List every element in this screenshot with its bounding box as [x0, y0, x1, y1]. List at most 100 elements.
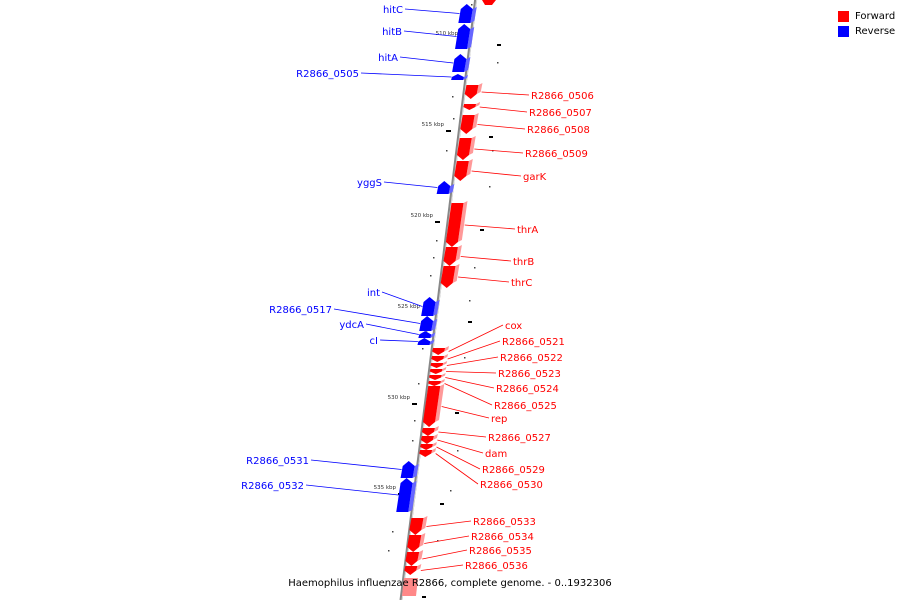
- gene-label[interactable]: hitB: [382, 27, 402, 38]
- gene-leader-line: [477, 124, 526, 130]
- reverse-swatch: [838, 26, 849, 37]
- gene-cox[interactable]: [432, 346, 450, 355]
- gene-R2866_0524[interactable]: [429, 373, 446, 380]
- gene-label[interactable]: hitC: [383, 5, 403, 16]
- gene-rep[interactable]: [423, 384, 445, 427]
- gene-R2866_0536[interactable]: [404, 564, 422, 575]
- gene-label[interactable]: R2866_0524: [496, 384, 559, 395]
- gene-label[interactable]: R2866_0531: [246, 456, 309, 467]
- gene-label[interactable]: int: [367, 288, 380, 299]
- gene-R2866_0523[interactable]: [429, 367, 447, 374]
- gene-label[interactable]: R2866_0533: [473, 517, 536, 528]
- gene-R2866_0521[interactable]: [431, 354, 449, 362]
- minor-tick: [469, 300, 471, 302]
- gene-label[interactable]: R2866_0529: [482, 465, 545, 476]
- gene-glyph: [454, 161, 469, 181]
- gene-label[interactable]: cox: [505, 321, 522, 332]
- gene-R2866_0505[interactable]: [451, 74, 468, 80]
- gene-label[interactable]: R2866_0509: [525, 149, 588, 160]
- gene-shade: [417, 550, 424, 561]
- gene-R2866_0534[interactable]: [407, 533, 426, 552]
- gene-R2866_0508[interactable]: [460, 113, 479, 134]
- gene-R2866_0527[interactable]: [421, 426, 439, 436]
- gene-label[interactable]: R2866_0534: [471, 532, 534, 543]
- gene-ydcA[interactable]: [418, 331, 436, 338]
- gene-R2866_0509[interactable]: [456, 136, 476, 160]
- gene-R2866_0530[interactable]: [419, 448, 437, 457]
- gene-R2866_0507[interactable]: [463, 102, 481, 110]
- gene-label[interactable]: hitA: [378, 53, 398, 64]
- gene-dam[interactable]: [420, 434, 438, 444]
- gene-label[interactable]: R2866_0522: [500, 353, 563, 364]
- gene-label[interactable]: R2866_0507: [529, 108, 592, 119]
- gene-R2866_0522[interactable]: [430, 361, 448, 368]
- gene-label[interactable]: R2866_0517: [269, 305, 332, 316]
- gene-leader-line: [426, 520, 472, 527]
- gene-thrC[interactable]: [440, 264, 460, 288]
- gene-shade: [455, 245, 462, 261]
- gene-label[interactable]: R2866_0536: [465, 561, 528, 572]
- gene-label[interactable]: thrC: [511, 278, 532, 289]
- minor-tick: [430, 275, 432, 277]
- gene-glyph: [407, 535, 422, 552]
- gene-glyph: [460, 115, 475, 134]
- gene-R2866_0506[interactable]: [464, 83, 483, 99]
- gene-label[interactable]: dam: [485, 449, 507, 460]
- gene-hitB[interactable]: [455, 24, 475, 49]
- gene-label[interactable]: garK: [523, 172, 547, 183]
- gene-thrB[interactable]: [443, 245, 462, 266]
- minor-tick: [433, 257, 435, 259]
- minor-tick: [453, 118, 455, 120]
- gene-leader-line: [444, 383, 493, 406]
- gene-glyph: [421, 297, 436, 316]
- gene-hitC[interactable]: [458, 4, 477, 23]
- gene-int[interactable]: [421, 297, 440, 316]
- gene-label[interactable]: R2866_0508: [527, 125, 590, 136]
- gene-leader-line: [471, 170, 522, 177]
- gene-R2866_0535[interactable]: [405, 550, 424, 566]
- gene-label[interactable]: R2866_0521: [502, 337, 565, 348]
- gene-label[interactable]: rep: [491, 414, 507, 425]
- gene-leader-line: [436, 446, 481, 470]
- gene-glyph: [417, 338, 431, 345]
- gene-glyph: [419, 316, 434, 331]
- gene-R2866_0517[interactable]: [419, 316, 438, 331]
- gene-R2866_0529[interactable]: [420, 442, 437, 450]
- gene-leader-line: [447, 340, 501, 360]
- gene-hitA[interactable]: [452, 54, 471, 72]
- gene-glyph: [445, 203, 464, 247]
- minor-tick: [450, 490, 452, 492]
- gene-R2866_0525[interactable]: [428, 379, 445, 386]
- gene-label[interactable]: R2866_0523: [498, 369, 561, 380]
- gene-label[interactable]: thrB: [513, 257, 534, 268]
- gene-label[interactable]: R2866_0527: [488, 433, 551, 444]
- tick-label: 525 kbp: [398, 304, 421, 310]
- gene-label[interactable]: R2866_0525: [494, 401, 557, 412]
- gene-shade: [457, 201, 468, 242]
- gene-glyph: [431, 356, 445, 362]
- gene-label[interactable]: ydcA: [339, 320, 364, 331]
- gene-label[interactable]: R2866_0532: [241, 481, 304, 492]
- gene-leader-line: [435, 453, 479, 485]
- gene-R2866_0531[interactable]: [400, 461, 419, 478]
- gene-thrA[interactable]: [445, 201, 468, 247]
- gene-label[interactable]: yggS: [357, 178, 382, 189]
- gene-label[interactable]: R2866_0506: [531, 91, 594, 102]
- gene-garK[interactable]: [454, 159, 473, 181]
- gene-label[interactable]: R2866_0505: [296, 69, 359, 80]
- gene-glyph: [419, 450, 433, 457]
- tick-label: 520 kbp: [411, 213, 434, 219]
- major-tick: [446, 130, 451, 132]
- legend-forward-label: Forward: [855, 11, 896, 22]
- gene-shade: [470, 7, 477, 23]
- gene-R2866_0533[interactable]: [409, 516, 428, 535]
- gene-label[interactable]: thrA: [517, 225, 538, 236]
- gene-label[interactable]: R2866_0530: [480, 480, 543, 491]
- gene-label[interactable]: R2866_0535: [469, 546, 532, 557]
- gene-cI[interactable]: [417, 338, 435, 345]
- gene-glyph: [430, 363, 444, 368]
- gene-R2866_0532[interactable]: [396, 478, 417, 512]
- gene-yggS[interactable]: [436, 181, 455, 194]
- minor-tick: [474, 267, 476, 269]
- gene-label[interactable]: cI: [370, 336, 378, 347]
